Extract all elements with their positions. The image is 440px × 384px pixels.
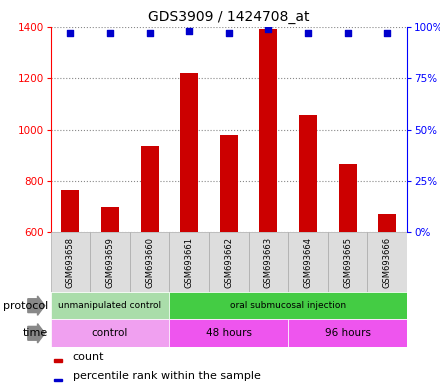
Bar: [169, 232, 209, 292]
FancyArrow shape: [28, 324, 45, 343]
Text: control: control: [92, 328, 128, 338]
Bar: [378, 214, 396, 384]
FancyArrow shape: [28, 296, 45, 315]
Bar: [130, 232, 169, 292]
Bar: [51, 319, 169, 347]
Point: [146, 30, 153, 36]
Point: [344, 30, 351, 36]
Text: GSM693665: GSM693665: [343, 237, 352, 288]
Point: [304, 30, 312, 36]
Text: GSM693660: GSM693660: [145, 237, 154, 288]
Bar: [339, 164, 356, 384]
Text: protocol: protocol: [3, 301, 48, 311]
Bar: [249, 232, 288, 292]
Text: GSM693658: GSM693658: [66, 237, 75, 288]
Point: [265, 26, 272, 32]
Text: percentile rank within the sample: percentile rank within the sample: [73, 371, 260, 381]
Text: GSM693659: GSM693659: [106, 237, 114, 288]
Text: oral submucosal injection: oral submucosal injection: [230, 301, 346, 310]
Text: GSM693663: GSM693663: [264, 237, 273, 288]
Point: [186, 28, 193, 34]
Bar: [141, 146, 158, 384]
Text: GSM693666: GSM693666: [383, 237, 392, 288]
Point: [225, 30, 232, 36]
Bar: [169, 292, 407, 319]
Bar: [51, 292, 169, 319]
Point: [106, 30, 114, 36]
Text: 96 hours: 96 hours: [325, 328, 370, 338]
Point: [67, 30, 74, 36]
Bar: [299, 116, 317, 384]
Text: time: time: [23, 328, 48, 338]
Bar: [90, 232, 130, 292]
Bar: [328, 232, 367, 292]
Bar: [54, 359, 62, 362]
Text: count: count: [73, 352, 104, 362]
Bar: [101, 207, 119, 384]
Bar: [220, 135, 238, 384]
Text: unmanipulated control: unmanipulated control: [59, 301, 161, 310]
Bar: [169, 319, 288, 347]
Bar: [54, 379, 62, 381]
Bar: [51, 232, 90, 292]
Point: [384, 30, 391, 36]
Bar: [367, 232, 407, 292]
Bar: [288, 232, 328, 292]
Bar: [209, 232, 249, 292]
Text: GSM693662: GSM693662: [224, 237, 233, 288]
Title: GDS3909 / 1424708_at: GDS3909 / 1424708_at: [148, 10, 310, 25]
Bar: [62, 190, 79, 384]
Bar: [180, 73, 198, 384]
Bar: [288, 319, 407, 347]
Text: 48 hours: 48 hours: [206, 328, 252, 338]
Text: GSM693664: GSM693664: [304, 237, 312, 288]
Bar: [260, 30, 277, 384]
Text: GSM693661: GSM693661: [185, 237, 194, 288]
